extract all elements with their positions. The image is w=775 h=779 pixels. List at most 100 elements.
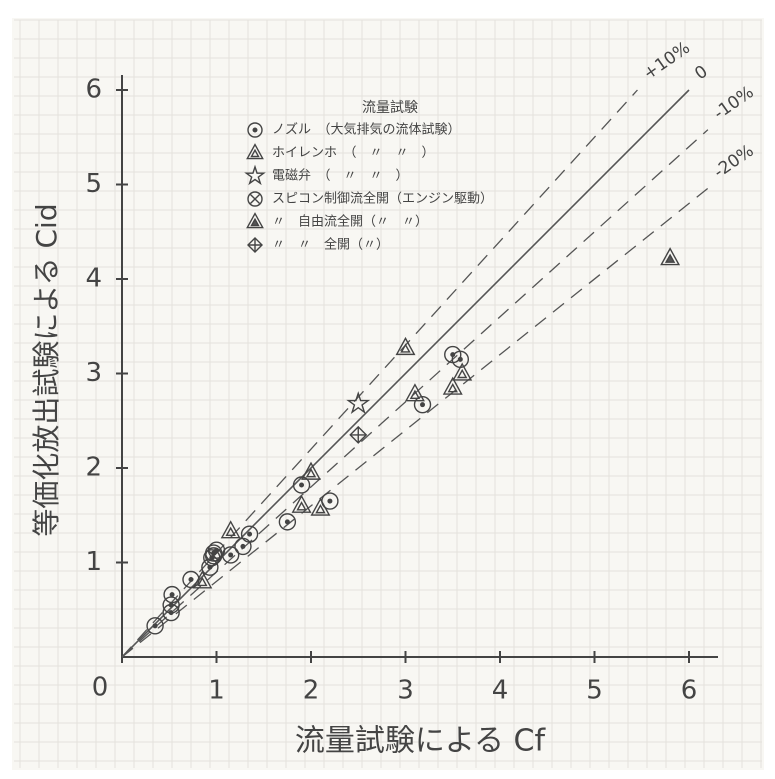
marker-part [197,576,208,587]
marker-part [310,497,331,516]
legend-marker [247,191,263,207]
marker-part [246,212,264,229]
legend-label: ノズル （大気排気の流体試験） [272,122,461,138]
data-point [220,520,241,539]
data-point [146,617,164,635]
reference-line [121,187,709,658]
marker-part [163,585,181,604]
marker-part [346,391,371,414]
marker-part [442,376,463,395]
marker-part [457,368,468,379]
data-point [442,376,463,395]
marker-part [452,362,473,381]
y-tick-label: 5 [85,169,102,199]
y-tick-label: 4 [85,264,102,294]
data-point [395,336,416,356]
data-point [204,547,223,565]
marker-part [246,143,264,160]
marker-part [250,217,260,227]
data-point [292,476,311,494]
marker-part [188,577,194,583]
marker-part [248,238,262,252]
marker-part [228,552,234,558]
legend-marker [247,122,263,138]
marker-part [249,193,261,205]
x-tick-label: 2 [303,676,320,706]
marker-part [220,520,241,539]
x-tick-label: 3 [397,676,414,706]
y-tick-label: 1 [85,547,102,577]
data-point [240,525,259,543]
marker-part [168,602,174,608]
data-point [163,585,181,604]
x-tick-label: 6 [681,676,698,706]
legend-marker [246,212,264,229]
x-tick-label: 4 [492,676,509,706]
marker-part [413,395,432,414]
marker-part [420,402,426,408]
marker-part [447,383,458,393]
data-point [349,425,368,444]
x-axis-label: 流量試験による Cf [295,724,547,759]
data-point [278,513,297,531]
x-tick-label: 5 [586,676,603,706]
marker-part [284,519,290,525]
marker-part [247,531,253,537]
grid [14,19,762,768]
marker-part [247,191,263,207]
marker-part [240,543,246,549]
marker-part [204,547,223,565]
marker-part [404,383,425,402]
marker-part [169,592,175,598]
marker-part [305,468,317,478]
marker-part [291,494,312,513]
marker-part [221,546,240,564]
data-point [182,570,200,589]
marker-part [400,343,411,353]
data-point [404,383,425,402]
marker-part [292,476,311,494]
marker-part [247,122,263,138]
marker-part [250,148,260,158]
marker-part [457,356,463,362]
data-point [452,362,473,381]
legend-marker [246,143,264,160]
marker-part [395,336,416,356]
data-point [660,247,681,266]
data-point [192,570,213,589]
marker-part [244,164,266,186]
legend-marker [247,237,263,253]
marker-part [409,389,421,399]
marker-part [146,617,164,635]
marker-part [211,550,217,556]
marker-part [664,253,676,263]
data-point [413,395,432,414]
y-axis-label: 等価化放出試験による Cid [30,203,63,536]
legend-label: ホイレンホ （ 〃 〃 ） [272,146,435,161]
reference-line [121,89,638,658]
legend-marker [244,164,266,186]
marker-part [152,623,158,629]
data-point [221,546,240,564]
marker-part [278,513,297,531]
marker-part [350,426,367,443]
marker-part [162,596,180,614]
marker-part [296,501,307,511]
data-point [310,497,331,516]
data-point [291,494,312,513]
marker-part [192,570,213,589]
marker-part [252,127,258,133]
data-point [301,461,321,480]
marker-part [299,482,305,488]
legend-label: スピコン制御流全開（エンジン駆動） [272,191,493,207]
paper [12,18,764,770]
legend-label: 〃 自由流全開（〃 〃） [272,214,428,230]
legend-title: 流量試験 [362,100,418,116]
origin-label: 0 [92,673,109,703]
marker-part [240,525,259,543]
marker-part [207,550,220,562]
y-tick-label: 6 [85,75,102,105]
marker-part [660,247,681,266]
